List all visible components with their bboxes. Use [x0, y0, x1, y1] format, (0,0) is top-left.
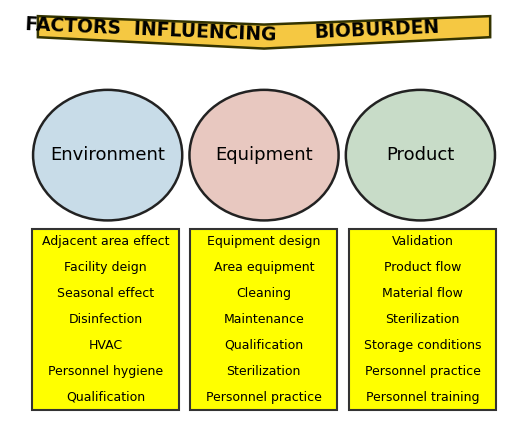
Text: Personnel hygiene: Personnel hygiene: [48, 365, 163, 378]
FancyBboxPatch shape: [32, 229, 178, 410]
Text: Environment: Environment: [50, 146, 165, 164]
Text: Equipment: Equipment: [215, 146, 312, 164]
Text: Material flow: Material flow: [381, 287, 462, 300]
Circle shape: [33, 90, 182, 220]
FancyBboxPatch shape: [190, 229, 336, 410]
Text: Disinfection: Disinfection: [68, 313, 142, 326]
Text: FACTORS  INFLUENCING: FACTORS INFLUENCING: [25, 15, 276, 45]
Text: Personnel practice: Personnel practice: [364, 365, 480, 378]
Text: BIOBURDEN: BIOBURDEN: [314, 18, 439, 42]
Text: Sterilization: Sterilization: [226, 365, 300, 378]
Text: HVAC: HVAC: [88, 339, 122, 352]
Circle shape: [345, 90, 494, 220]
Text: Equipment design: Equipment design: [207, 235, 320, 248]
Text: Area equipment: Area equipment: [213, 261, 314, 274]
Text: Validation: Validation: [391, 235, 452, 248]
Text: Adjacent area effect: Adjacent area effect: [41, 235, 169, 248]
Polygon shape: [38, 16, 489, 49]
Circle shape: [189, 90, 338, 220]
Text: Product flow: Product flow: [383, 261, 461, 274]
Text: Cleaning: Cleaning: [236, 287, 291, 300]
Text: Personnel training: Personnel training: [365, 391, 478, 404]
Text: Storage conditions: Storage conditions: [363, 339, 480, 352]
Text: Facility deign: Facility deign: [64, 261, 146, 274]
Text: Qualification: Qualification: [224, 339, 303, 352]
Text: Personnel practice: Personnel practice: [206, 391, 321, 404]
Text: Seasonal effect: Seasonal effect: [57, 287, 154, 300]
Text: Sterilization: Sterilization: [385, 313, 459, 326]
Text: Maintenance: Maintenance: [223, 313, 304, 326]
Text: Product: Product: [385, 146, 453, 164]
Text: Qualification: Qualification: [66, 391, 145, 404]
FancyBboxPatch shape: [348, 229, 495, 410]
